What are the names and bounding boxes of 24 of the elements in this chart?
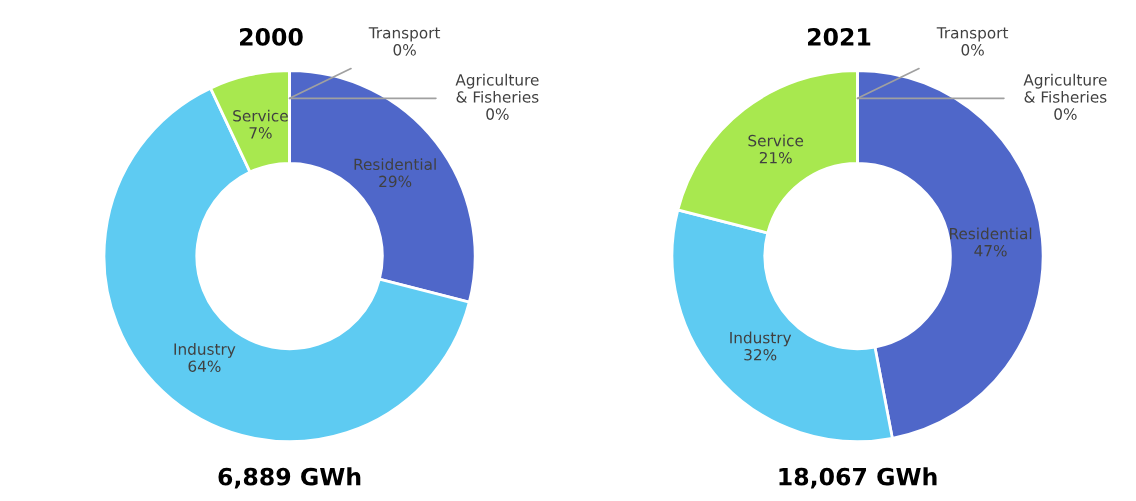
chart-title: 2021: [808, 27, 871, 46]
text: 0%: [1054, 108, 1077, 120]
slice-label: Industry: [730, 331, 792, 347]
category-label: Transport: [936, 27, 1009, 42]
category-label: Agriculture & Fisheries: [455, 73, 539, 103]
text: 18,067 GWh: [779, 467, 937, 489]
slice-label: Service: [233, 109, 288, 122]
slice-label: Service: [748, 134, 804, 147]
data-label: 47%: [974, 244, 1007, 257]
text: 6,889 GWh: [218, 467, 361, 489]
chart-title: 2000: [240, 27, 303, 46]
slice-label: Industry: [174, 343, 236, 358]
category-label: Transport: [368, 27, 441, 42]
slice-label: Residential: [354, 158, 436, 171]
data-label: 29%: [379, 175, 412, 188]
text: 0%: [961, 44, 984, 56]
data-label: 64%: [188, 360, 221, 372]
category-label: Agriculture & Fisheries: [1023, 73, 1107, 103]
data-label: 21%: [759, 151, 792, 164]
text: 0%: [393, 44, 416, 56]
data-label: 7%: [249, 127, 272, 139]
text: 0%: [486, 108, 509, 120]
data-label: 32%: [744, 348, 777, 361]
slice-label: Residential: [950, 227, 1032, 240]
